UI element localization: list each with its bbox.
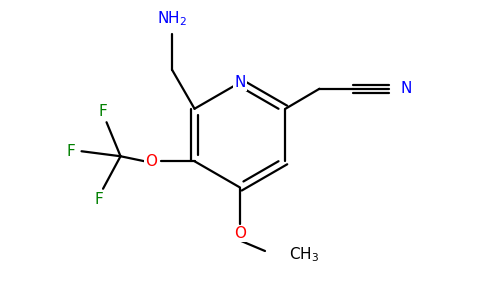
- Text: F: F: [66, 144, 75, 159]
- Text: N: N: [400, 81, 412, 96]
- Text: NH$_2$: NH$_2$: [157, 9, 187, 28]
- Text: F: F: [95, 192, 104, 207]
- Text: O: O: [146, 154, 157, 169]
- Text: O: O: [234, 226, 246, 241]
- Text: N: N: [234, 75, 246, 90]
- Text: CH$_3$: CH$_3$: [289, 246, 319, 264]
- Text: F: F: [98, 104, 107, 119]
